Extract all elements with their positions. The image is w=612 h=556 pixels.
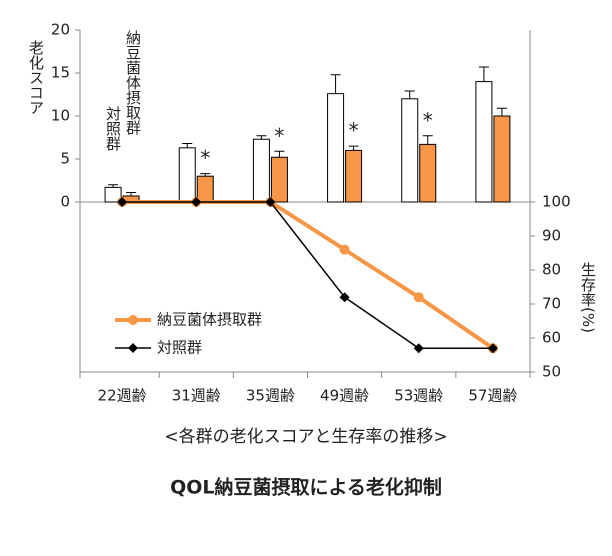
y2-tick-label: 90: [542, 227, 561, 245]
error-bar: [182, 143, 193, 148]
bar: [178, 147, 196, 203]
significance-marker: *: [274, 124, 284, 148]
heading: QOL納豆菌摂取による老化抑制: [170, 476, 442, 499]
point: [413, 292, 424, 303]
significance-marker: *: [200, 146, 210, 170]
y2-tick-label: 60: [542, 329, 561, 347]
line: [122, 201, 493, 349]
x-tick-label: 31週齢: [172, 387, 221, 405]
error-bar: [200, 173, 211, 177]
series-label: 納豆菌体摂取群: [124, 30, 142, 135]
error-bar: [348, 145, 359, 151]
bar: [327, 93, 345, 203]
legend-label: 対照群: [157, 339, 202, 357]
legend-label: 納豆菌体摂取群: [157, 311, 262, 329]
y-tick-label: 10: [51, 107, 70, 125]
bar: [196, 175, 214, 203]
point: [339, 244, 350, 255]
bar: [401, 98, 419, 203]
y-tick-label: 20: [51, 21, 70, 39]
y2-axis-label: 生存率(%): [579, 262, 597, 333]
y2-tick-label: 70: [542, 295, 561, 313]
y2-tick-label: 50: [542, 363, 561, 381]
y-tick-label: 5: [60, 150, 70, 168]
y2-tick-label: 80: [542, 261, 561, 279]
bar: [345, 149, 363, 203]
point: [413, 343, 424, 354]
error-bar: [256, 135, 267, 140]
x-tick-label: 35週齢: [246, 387, 295, 405]
error-bar: [274, 150, 285, 158]
legend-marker: [128, 315, 138, 325]
point: [117, 197, 128, 207]
error-bar: [126, 192, 137, 196]
significance-marker: *: [423, 108, 433, 132]
error-bar: [404, 90, 415, 99]
point: [191, 197, 202, 207]
point: [265, 197, 276, 207]
y-tick-label: 0: [60, 193, 70, 211]
bar: [419, 143, 437, 203]
y-tick-label: 15: [51, 64, 70, 82]
y2-tick-label: 100: [542, 193, 571, 211]
series-label: 対照群: [104, 106, 122, 151]
legend-marker: [128, 343, 138, 353]
bar: [252, 138, 270, 203]
bar: [475, 81, 493, 203]
error-bar: [422, 135, 433, 145]
point: [487, 343, 498, 354]
significance-marker: *: [349, 119, 359, 143]
error-bar: [108, 184, 119, 188]
caption: <各群の老化スコアと生存率の推移>: [164, 427, 447, 447]
error-bar: [496, 107, 507, 116]
x-tick-label: 57週齢: [468, 387, 517, 405]
error-bar: [330, 74, 341, 94]
x-tick-label: 22週齢: [98, 387, 147, 405]
y-axis-label: 老化スコア: [27, 40, 45, 115]
bar: [270, 156, 288, 203]
error-bar: [478, 66, 489, 82]
bar: [493, 115, 511, 203]
x-tick-label: 53週齢: [394, 387, 443, 405]
x-tick-label: 49週齢: [320, 387, 369, 405]
point: [339, 292, 350, 303]
